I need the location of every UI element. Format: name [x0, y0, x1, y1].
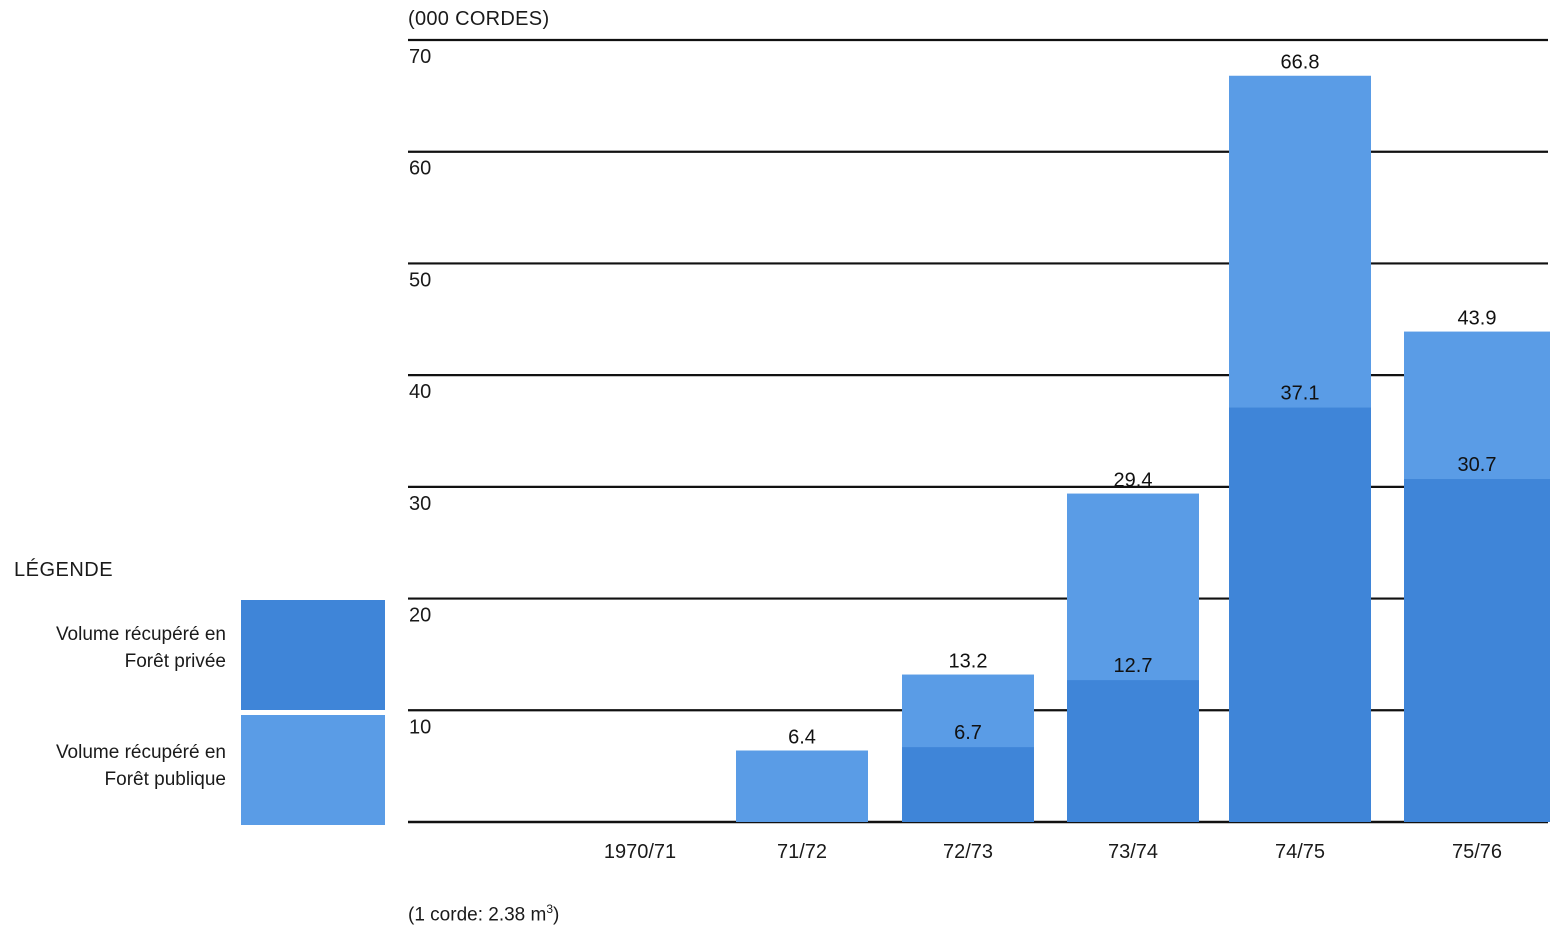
legend-public-label-line1: Volume récupéré en: [55, 742, 226, 763]
x-tick-label: 1970/71: [604, 841, 676, 863]
data-label-total: 43.9: [1458, 308, 1497, 330]
legend-private-label-line1: Volume récupéré en: [55, 624, 226, 645]
data-label-private: 12.7: [1114, 655, 1153, 677]
legend-private-label-line2: Forêt privée: [124, 651, 226, 672]
data-label-total: 66.8: [1281, 52, 1320, 74]
x-tick-label: 75/76: [1452, 841, 1502, 863]
data-label-total: 29.4: [1114, 470, 1153, 492]
x-tick-label: 72/73: [943, 841, 993, 863]
data-label-total: 13.2: [949, 651, 988, 673]
bar-private: [1067, 680, 1199, 822]
legend-private-swatch: [241, 600, 385, 710]
footnote-close: ): [553, 904, 560, 926]
legend-title: LÉGENDE: [14, 559, 114, 581]
footnote-text: (1 corde: 2.38 m: [408, 904, 547, 926]
legend-public-label: Volume récupéré en Forêt publique: [14, 739, 226, 793]
data-labels: 6.4 13.2 6.7 29.4 12.7 66.8 37.1 43.9 30.7: [788, 52, 1496, 749]
x-tick-label: 73/74: [1108, 841, 1158, 863]
y-tick-label: 20: [409, 605, 431, 627]
y-tick-label: 50: [409, 269, 431, 291]
bar-public: [736, 750, 868, 822]
y-tick-label: 10: [409, 716, 431, 738]
bar-private: [902, 747, 1034, 822]
x-tick-label: 74/75: [1275, 841, 1325, 863]
data-label-private: 37.1: [1281, 383, 1320, 405]
data-label-private: 30.7: [1458, 454, 1497, 476]
y-tick-label: 40: [409, 381, 431, 403]
y-tick-label: 70: [409, 46, 431, 68]
bars: [736, 75, 1550, 822]
y-tick-label: 60: [409, 158, 431, 180]
bar-private: [1404, 479, 1550, 822]
legend-public-swatch: [241, 715, 385, 825]
footnote: (1 corde: 2.38 m3): [408, 902, 559, 926]
x-tick-label: 71/72: [777, 841, 827, 863]
y-axis-unit-label: (000 CORDES): [408, 8, 550, 30]
y-tick-label: 30: [409, 493, 431, 515]
data-label-private: 6.7: [954, 722, 982, 744]
data-label-total: 6.4: [788, 727, 816, 749]
footnote-superscript: 3: [546, 902, 554, 916]
bar-private: [1229, 407, 1371, 822]
axis-ticks: 10 20 30 40 50 60 70 1970/71 71/72 72/73 73/74 74/7…: [409, 46, 1502, 863]
legend-private-label: Volume récupéré en Forêt privée: [14, 621, 226, 675]
legend-public-label-line2: Forêt publique: [104, 769, 226, 790]
